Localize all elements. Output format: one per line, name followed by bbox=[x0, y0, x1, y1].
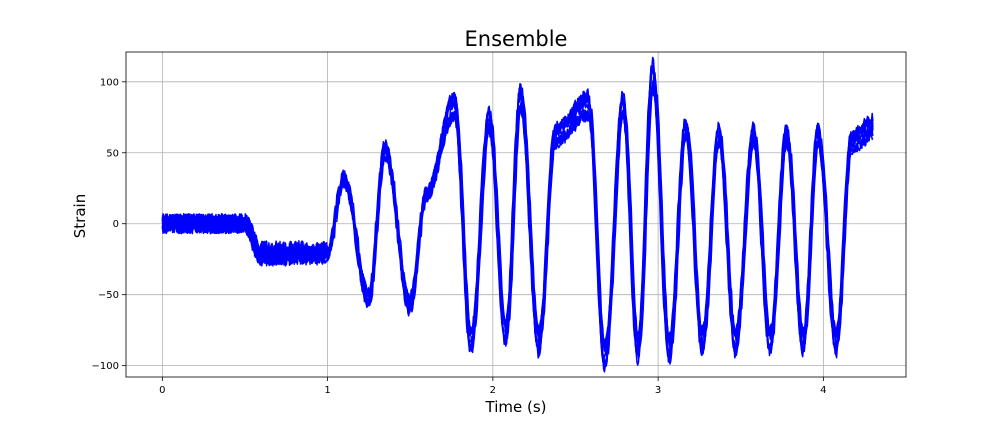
y-tick-label: −50 bbox=[98, 290, 119, 301]
x-tick-label: 2 bbox=[490, 385, 496, 396]
chart-title: Ensemble bbox=[465, 27, 568, 51]
y-tick-label: 100 bbox=[100, 77, 119, 88]
x-tick-label: 4 bbox=[820, 385, 826, 396]
ensemble-series-line bbox=[161, 82, 874, 350]
x-tick-label: 3 bbox=[655, 385, 661, 396]
x-tick-label: 0 bbox=[159, 385, 165, 396]
y-tick-label: 50 bbox=[106, 148, 119, 159]
y-tick-label: 0 bbox=[113, 219, 119, 230]
y-axis-ticks: −100 −50 0 50 100 bbox=[92, 77, 126, 372]
x-tick-label: 1 bbox=[324, 385, 330, 396]
y-tick-label: −100 bbox=[92, 361, 119, 372]
x-axis-ticks: 0 1 2 3 4 bbox=[159, 377, 827, 396]
y-axis-label: Strain bbox=[71, 194, 89, 238]
series-lines bbox=[161, 56, 874, 373]
plot-frame bbox=[125, 51, 907, 378]
x-axis-label: Time (s) bbox=[485, 398, 547, 416]
